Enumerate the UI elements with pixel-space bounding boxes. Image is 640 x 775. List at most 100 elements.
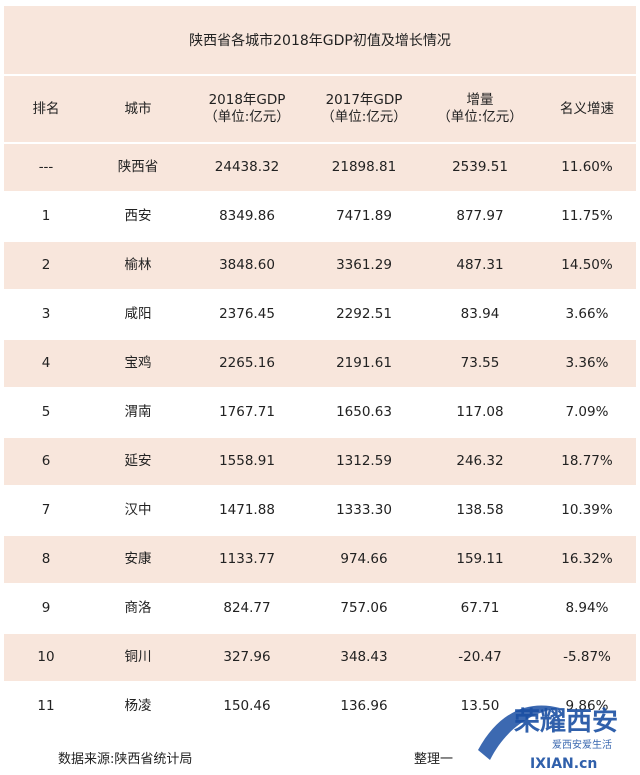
cell-gdp2018: 1558.91 — [219, 453, 275, 469]
site-watermark-logo: 荣耀西安 爱西安爱生活 IXIAN.cn — [478, 705, 618, 772]
cell-growth: 3.66% — [565, 306, 609, 322]
cell-increase: 138.58 — [456, 502, 504, 518]
cell-growth: 18.77% — [561, 453, 613, 469]
cell-growth: 11.60% — [561, 159, 613, 175]
cell-gdp2017: 3361.29 — [336, 257, 392, 273]
cell-growth: 10.39% — [561, 502, 613, 518]
cell-increase: 83.94 — [460, 306, 500, 322]
cell-city: 渭南 — [124, 404, 152, 420]
cell-gdp2017: 21898.81 — [331, 159, 397, 175]
header-rank: 排名 — [32, 100, 60, 117]
cell-city: 汉中 — [124, 502, 152, 518]
cell-gdp2018: 8349.86 — [219, 208, 275, 224]
cell-gdp2018: 3848.60 — [219, 257, 275, 273]
cell-gdp2017: 1312.59 — [336, 453, 392, 469]
footer: 数据来源:陕西省统计局 整理一 — [0, 738, 640, 775]
cell-gdp2017: 7471.89 — [336, 208, 392, 224]
cell-city: 杨凌 — [124, 698, 152, 714]
cell-city: 陕西省 — [117, 159, 159, 175]
table-row: 5 渭南 1767.71 1650.63 117.08 7.09% — [4, 389, 636, 438]
cell-increase: 159.11 — [456, 551, 504, 567]
cell-growth: 3.36% — [565, 355, 609, 371]
cell-gdp2018: 1767.71 — [219, 404, 275, 420]
cell-increase: 2539.51 — [452, 159, 508, 175]
cell-city: 咸阳 — [124, 306, 152, 322]
cell-city: 榆林 — [124, 257, 152, 273]
cell-gdp2017: 757.06 — [340, 600, 388, 616]
table-row: 3 咸阳 2376.45 2292.51 83.94 3.66% — [4, 291, 636, 340]
header-gdp-2017: 2017年GDP （单位:亿元） — [321, 92, 407, 125]
cell-growth: 11.75% — [561, 208, 613, 224]
cell-gdp2018: 2265.16 — [219, 355, 275, 371]
cell-rank: 3 — [41, 306, 51, 322]
watermark-sub-text: 爱西安爱生活 — [552, 738, 612, 751]
header-gdp-2018: 2018年GDP （单位:亿元） — [204, 92, 290, 125]
cell-rank: 9 — [41, 600, 51, 616]
table-row: 4 宝鸡 2265.16 2191.61 73.55 3.36% — [4, 340, 636, 389]
cell-increase: 877.97 — [456, 208, 504, 224]
cell-growth: 16.32% — [561, 551, 613, 567]
cell-city: 安康 — [124, 551, 152, 567]
cell-gdp2018: 2376.45 — [219, 306, 275, 322]
cell-gdp2017: 974.66 — [340, 551, 388, 567]
cell-increase: 246.32 — [456, 453, 504, 469]
cell-rank: 1 — [41, 208, 51, 224]
cell-growth: 14.50% — [561, 257, 613, 273]
cell-growth: 9.86% — [565, 698, 609, 714]
cell-gdp2017: 1333.30 — [336, 502, 392, 518]
table-row: 6 延安 1558.91 1312.59 246.32 18.77% — [4, 438, 636, 487]
table-title: 陕西省各城市2018年GDP初值及增长情况 — [4, 6, 636, 74]
cell-gdp2018: 1471.88 — [219, 502, 275, 518]
cell-rank: 7 — [41, 502, 51, 518]
cell-city: 商洛 — [124, 600, 152, 616]
cell-city: 延安 — [124, 453, 152, 469]
table-body: --- 陕西省 24438.32 21898.81 2539.51 11.60% 1 西安 83… — [4, 144, 636, 732]
cell-gdp2017: 2292.51 — [336, 306, 392, 322]
cell-increase: 13.50 — [460, 698, 500, 714]
compiler-note: 整理一 — [414, 752, 454, 767]
watermark-main-text: 荣耀西安 — [514, 707, 618, 737]
cell-city: 西安 — [124, 208, 152, 224]
cell-gdp2018: 24438.32 — [214, 159, 280, 175]
gdp-table: 排名 城市 2018年GDP （单位:亿元） 2017年GDP （单位:亿元） 增量… — [4, 76, 636, 732]
cell-city: 宝鸡 — [124, 355, 152, 371]
header-increase: 增量 （单位:亿元） — [437, 92, 523, 125]
cell-gdp2018: 150.46 — [223, 698, 271, 714]
cell-gdp2018: 327.96 — [223, 649, 271, 665]
table-row: --- 陕西省 24438.32 21898.81 2539.51 11.60% — [4, 144, 636, 193]
cell-rank: 2 — [41, 257, 51, 273]
cell-city: 铜川 — [124, 649, 152, 665]
cell-gdp2017: 348.43 — [340, 649, 388, 665]
watermark-swoosh-icon — [478, 705, 560, 760]
cell-increase: 67.71 — [460, 600, 500, 616]
table-row: 9 商洛 824.77 757.06 67.71 8.94% — [4, 585, 636, 634]
cell-gdp2018: 824.77 — [223, 600, 271, 616]
table-row: 8 安康 1133.77 974.66 159.11 16.32% — [4, 536, 636, 585]
cell-growth: -5.87% — [563, 649, 611, 665]
cell-increase: 73.55 — [460, 355, 500, 371]
cell-rank: 4 — [41, 355, 51, 371]
data-source-note: 数据来源:陕西省统计局 — [58, 752, 193, 767]
cell-increase: 117.08 — [456, 404, 504, 420]
watermark-url-text: IXIAN.cn — [530, 756, 597, 772]
table-header-row: 排名 城市 2018年GDP （单位:亿元） 2017年GDP （单位:亿元） 增量… — [4, 76, 636, 144]
cell-growth: 8.94% — [565, 600, 609, 616]
cell-gdp2017: 2191.61 — [336, 355, 392, 371]
cell-increase: 487.31 — [456, 257, 504, 273]
cell-gdp2017: 1650.63 — [336, 404, 392, 420]
cell-rank: 8 — [41, 551, 51, 567]
header-growth: 名义增速 — [560, 100, 614, 117]
table-row: 10 铜川 327.96 348.43 -20.47 -5.87% — [4, 634, 636, 683]
table-row: 1 西安 8349.86 7471.89 877.97 11.75% — [4, 193, 636, 242]
cell-rank: 6 — [41, 453, 51, 469]
header-city: 城市 — [124, 100, 152, 117]
cell-gdp2017: 136.96 — [340, 698, 388, 714]
cell-increase: -20.47 — [458, 649, 502, 665]
cell-rank: 5 — [41, 404, 51, 420]
cell-rank: 10 — [37, 649, 55, 665]
table-row: 2 榆林 3848.60 3361.29 487.31 14.50% — [4, 242, 636, 291]
cell-rank: --- — [38, 159, 54, 175]
cell-gdp2018: 1133.77 — [219, 551, 275, 567]
cell-growth: 7.09% — [565, 404, 609, 420]
table-title-text: 陕西省各城市2018年GDP初值及增长情况 — [189, 33, 451, 49]
